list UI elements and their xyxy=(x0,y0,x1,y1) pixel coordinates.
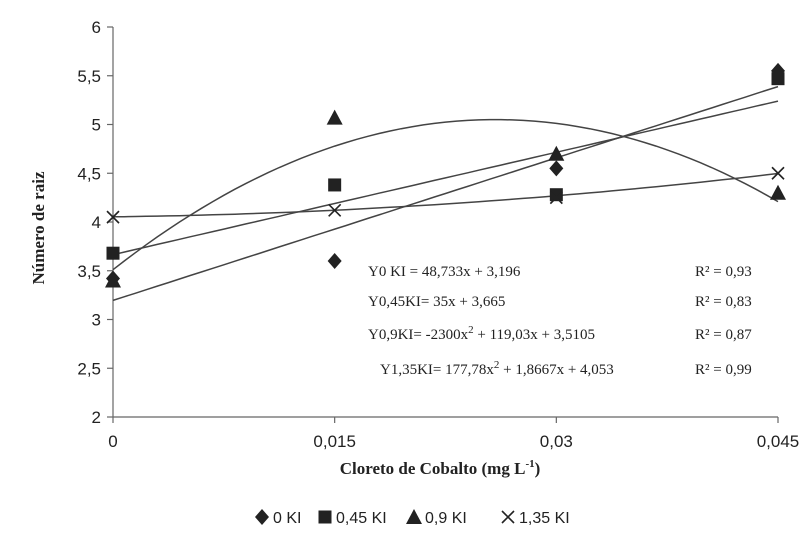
y-tick-label: 4,5 xyxy=(77,164,101,183)
y-tick-label: 2,5 xyxy=(77,359,101,378)
data-point-0-45-KI xyxy=(771,72,785,86)
y-tick-label: 3 xyxy=(92,311,101,330)
r-squared-value: R² = 0,87 xyxy=(695,327,752,343)
x-axis-title-main: Cloreto de Cobalto (mg L xyxy=(340,459,526,478)
y-tick-label: 5 xyxy=(92,116,101,135)
trend-line-0-45-KI xyxy=(112,100,779,256)
legend-marker xyxy=(255,509,269,525)
equation-exponent: 2 xyxy=(494,359,500,371)
y-tick-label: 4 xyxy=(92,213,101,232)
x-axis-title: Cloreto de Cobalto (mg L-1) xyxy=(340,458,541,478)
regression-equations: Y0 KI = 48,733x + 3,196 R² = 0,93 Y0,45KI=… xyxy=(368,264,752,378)
legend-label: 1,35 KI xyxy=(519,510,570,527)
data-point-1-35-KI xyxy=(549,191,563,205)
regression-equation: Y0,9KI= -2300x2 + 119,03x + 3,5105 xyxy=(368,324,595,343)
legend-marker xyxy=(318,510,332,524)
legend-label: 0,45 KI xyxy=(336,510,387,527)
legend-marker xyxy=(406,509,422,524)
legend-label: 0 KI xyxy=(273,510,301,527)
x-axis-title-exponent: -1 xyxy=(525,458,534,470)
legend-item: 1,35 KI xyxy=(501,510,570,527)
data-point-0-45-KI xyxy=(106,246,120,260)
y-tick-label: 5,5 xyxy=(77,67,101,86)
equation-part: + 1,8667x + 4,053 xyxy=(499,362,613,378)
y-tick-label: 6 xyxy=(92,18,101,37)
x-tick-label: 0,03 xyxy=(540,432,573,451)
x-tick-label: 0,015 xyxy=(313,432,356,451)
data-point-1-35-KI xyxy=(328,203,342,217)
data-point-0-9-KI xyxy=(548,145,565,161)
legend-marker xyxy=(501,510,515,524)
data-point-0-45-KI xyxy=(549,188,563,202)
trend-line-1-35-KI xyxy=(112,172,779,218)
data-point-0-KI xyxy=(327,253,342,269)
regression-equation: Y0 KI = 48,733x + 3,196 xyxy=(368,264,521,280)
data-point-0-KI xyxy=(549,160,564,177)
data-point-1-35-KI xyxy=(106,210,120,224)
trend-line-0-KI xyxy=(112,85,779,302)
regression-equation: Y1,35KI= 177,78x2 + 1,8667x + 4,053 xyxy=(380,359,614,378)
legend-item: 0 KI xyxy=(255,509,301,527)
axes: 2 2,5 3 3,5 4 4,5 5 5,5 6 0 0,015 0,03 0,045 xyxy=(77,18,799,451)
y-axis-title: Número de raiz xyxy=(29,171,48,284)
legend-item: 0,9 KI xyxy=(406,509,467,527)
data-point-0-9-KI xyxy=(326,109,343,125)
x-tick-label: 0 xyxy=(108,432,117,451)
equation-part: Y0 KI = 48,733x + 3,196 xyxy=(368,264,521,280)
equation-exponent: 2 xyxy=(468,324,474,336)
data-points xyxy=(105,62,786,288)
y-tick-label: 2 xyxy=(92,408,101,427)
r-squared-value: R² = 0,99 xyxy=(695,362,752,378)
equation-part: Y1,35KI= 177,78x xyxy=(380,362,494,378)
regression-equation: Y0,45KI= 35x + 3,665 xyxy=(368,294,505,310)
legend-item: 0,45 KI xyxy=(318,510,387,527)
equation-part: Y0,45KI= 35x + 3,665 xyxy=(368,294,505,310)
x-axis-title-close: ) xyxy=(535,459,541,478)
y-tick-label: 3,5 xyxy=(77,262,101,281)
data-point-0-9-KI xyxy=(770,184,786,200)
r-squared-value: R² = 0,93 xyxy=(695,264,752,280)
r-squared-value: R² = 0,83 xyxy=(695,294,752,310)
x-tick-label: 0,045 xyxy=(757,432,800,451)
data-point-1-35-KI xyxy=(771,166,785,180)
trend-lines xyxy=(112,85,779,302)
data-point-0-9-KI xyxy=(105,272,121,288)
legend-label: 0,9 KI xyxy=(425,510,467,527)
data-point-0-45-KI xyxy=(328,178,342,192)
trend-line-0-9-KI xyxy=(112,118,779,271)
legend: 0 KI 0,45 KI 0,9 KI 1,35 KI xyxy=(255,509,570,527)
equation-part: + 119,03x + 3,5105 xyxy=(474,327,595,343)
equation-part: Y0,9KI= -2300x xyxy=(368,327,469,343)
